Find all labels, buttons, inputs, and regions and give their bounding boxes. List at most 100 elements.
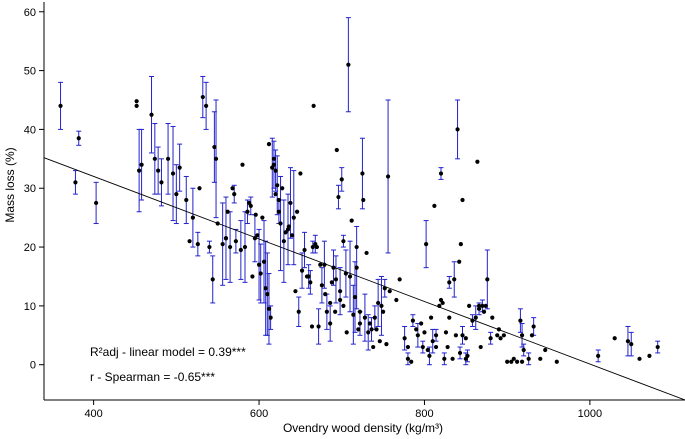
- data-point: [255, 233, 260, 238]
- data-point: [281, 239, 286, 244]
- data-point: [288, 200, 293, 206]
- data-point: [409, 359, 414, 364]
- y-tick-label: 0: [30, 360, 36, 372]
- regression-line: [43, 157, 685, 401]
- data-point: [245, 209, 250, 214]
- data-point: [152, 156, 157, 161]
- data-point: [94, 200, 99, 206]
- data-point: [360, 171, 365, 176]
- data-point: [554, 359, 559, 364]
- data-point: [314, 244, 320, 250]
- data-point: [647, 353, 652, 358]
- data-point: [460, 197, 465, 203]
- data-point: [352, 294, 358, 300]
- data-point: [394, 297, 399, 303]
- data-point: [286, 224, 291, 229]
- data-point: [424, 242, 429, 247]
- data-point: [476, 306, 482, 311]
- data-point: [341, 239, 346, 244]
- data-point: [204, 103, 209, 108]
- data-point: [473, 315, 478, 320]
- data-point: [174, 192, 179, 197]
- data-point: [260, 215, 265, 220]
- data-point: [481, 309, 487, 314]
- y-tick-label: 20: [24, 242, 36, 254]
- y-tick-label: 40: [24, 124, 36, 136]
- data-point: [405, 356, 411, 361]
- data-point: [159, 180, 164, 185]
- data-point: [200, 94, 205, 100]
- data-point: [349, 218, 354, 223]
- data-point: [447, 280, 452, 285]
- data-point: [543, 347, 548, 353]
- data-point: [137, 168, 142, 173]
- data-point: [629, 342, 634, 347]
- data-point: [509, 359, 514, 364]
- annotation-spearman: r - Spearman = -0.65***: [90, 370, 215, 384]
- data-point: [387, 289, 392, 294]
- data-point: [442, 356, 447, 361]
- data-point: [529, 333, 535, 338]
- data-point: [324, 309, 329, 314]
- data-point: [625, 339, 631, 344]
- data-point: [637, 356, 642, 361]
- data-point: [447, 315, 452, 320]
- data-point: [329, 280, 334, 285]
- data-point: [377, 339, 382, 344]
- x-tick-label: 800: [415, 408, 433, 420]
- data-point: [420, 344, 425, 350]
- data-point: [514, 359, 520, 364]
- data-point: [270, 165, 275, 170]
- data-point: [299, 268, 305, 273]
- data-point: [425, 347, 430, 353]
- data-point: [427, 353, 432, 358]
- data-point: [596, 353, 601, 358]
- data-point: [333, 309, 338, 314]
- data-point: [414, 327, 419, 332]
- data-point: [338, 297, 343, 303]
- data-point: [213, 156, 219, 161]
- data-point: [275, 183, 280, 188]
- data-point: [253, 212, 258, 217]
- data-point: [190, 215, 195, 220]
- data-point: [232, 192, 237, 197]
- data-point: [195, 242, 200, 247]
- data-point: [538, 356, 543, 361]
- data-point: [372, 315, 377, 320]
- data-point: [452, 277, 457, 282]
- data-point: [410, 318, 415, 323]
- data-point: [197, 186, 202, 191]
- data-point: [422, 330, 427, 335]
- data-point: [419, 321, 424, 326]
- y-axis: 0 10 20 30 40 50 60: [24, 7, 44, 372]
- data-point: [293, 289, 298, 294]
- data-point: [397, 277, 402, 282]
- x-axis: 400 600 800 1000: [84, 400, 602, 420]
- data-point: [475, 159, 480, 164]
- data-point: [443, 330, 449, 335]
- data-point: [268, 315, 273, 320]
- data-point: [266, 142, 272, 147]
- data-point: [476, 303, 482, 308]
- data-point: [457, 350, 463, 356]
- data-point: [338, 289, 343, 294]
- data-point: [227, 244, 233, 250]
- data-point: [310, 244, 315, 250]
- data-point: [298, 171, 303, 176]
- data-point: [170, 171, 176, 176]
- data-point: [498, 336, 503, 341]
- data-point: [371, 344, 376, 350]
- data-point: [519, 359, 525, 364]
- data-point: [356, 327, 361, 332]
- data-point: [460, 333, 465, 338]
- data-point: [405, 344, 411, 350]
- annotation-r2: R²adj - linear model = 0.39***: [90, 345, 246, 359]
- y-tick-label: 30: [24, 183, 36, 195]
- data-point: [302, 247, 307, 253]
- data-point: [612, 336, 617, 341]
- data-point: [139, 162, 144, 167]
- data-point: [384, 342, 389, 347]
- data-point: [240, 162, 245, 167]
- data-point: [490, 315, 495, 320]
- data-point: [531, 324, 536, 329]
